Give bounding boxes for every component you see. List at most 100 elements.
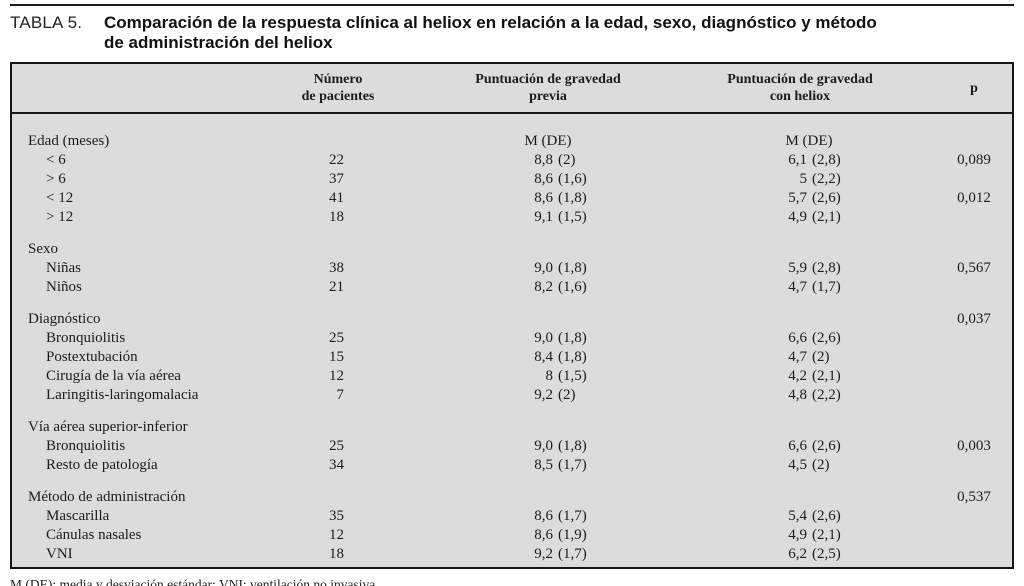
table-row: VNI 18 9,2 (1,7) 6,2 (2,5)	[12, 545, 1012, 564]
severity-score-cell: 8,6 (1,6)	[420, 171, 676, 188]
row-label: Niñas	[46, 260, 81, 276]
table-row: Niños 21 8,2 (1,6) 4,7 (1,7)	[12, 278, 1012, 297]
table-section-row: Método de administración 0,537	[12, 488, 1012, 507]
score-value: 5,9 (2,8)	[676, 260, 924, 277]
p-value: 0,089	[957, 152, 991, 168]
score-sd: (2)	[558, 387, 576, 403]
table-section-row: Diagnóstico 0,037	[12, 310, 1012, 329]
score-mean: 8,6	[534, 527, 553, 543]
p-value: 0,567	[957, 260, 991, 276]
score-value: 5,7 (2,6)	[676, 190, 924, 207]
row-label: Cánulas nasales	[46, 527, 142, 543]
table-number-label: TABLA 5.	[10, 13, 83, 32]
score-sd: (2,6)	[812, 508, 841, 524]
score-mean: 6,6	[788, 330, 807, 346]
p-value: 0,003	[957, 438, 991, 454]
num-patients-value: 41	[329, 190, 344, 206]
num-patients-value: 37	[329, 171, 344, 187]
score-mean: 5	[799, 171, 808, 187]
num-patients-value: 38	[329, 260, 344, 276]
table-row: Laringitis-laringomalacia 7 9,2 (2) 4,8 (2,2)	[12, 386, 1012, 405]
severity-score-cell: 4,5 (2)	[676, 457, 924, 474]
score-mean: 9,1	[534, 209, 553, 225]
table-row: Mascarilla 35 8,6 (1,7) 5,4 (2,6)	[12, 507, 1012, 526]
score-sd: (2)	[812, 457, 830, 473]
score-value: 8,6 (1,9)	[420, 527, 676, 544]
header-p-value: p	[970, 80, 978, 96]
score-value: 6,1 (2,8)	[676, 152, 924, 169]
score-sd: (1,8)	[558, 260, 587, 276]
score-value: 8,6 (1,7)	[420, 508, 676, 525]
score-mean: 9,2	[534, 546, 553, 562]
row-label: Bronquiolitis	[46, 438, 126, 454]
row-label: Niños	[46, 279, 82, 295]
num-patients-value: 12	[329, 527, 344, 543]
table-row: Bronquiolitis 25 9,0 (1,8) 6,6 (2,6)	[12, 329, 1012, 348]
score-header-mde: M (DE)	[524, 133, 572, 149]
header-severity-heliox: Puntuación de gravedad con heliox	[727, 72, 873, 104]
score-value: 9,2 (2)	[420, 387, 676, 404]
score-sd: (2,6)	[812, 438, 841, 454]
severity-score-cell: 6,2 (2,5)	[676, 546, 924, 563]
score-mean: 4,9	[788, 527, 807, 543]
row-label: Resto de patología	[46, 457, 158, 473]
severity-score-cell: M (DE)	[420, 133, 676, 150]
score-value: 6,6 (2,6)	[676, 438, 924, 455]
row-label: > 12	[46, 209, 74, 225]
score-sd: (2,5)	[812, 546, 841, 562]
p-value: 0,037	[957, 311, 991, 327]
severity-score-cell: 6,1 (2,8)	[676, 152, 924, 169]
score-value: 8,8 (2)	[420, 152, 676, 169]
row-label: < 6	[46, 152, 66, 168]
num-patients-value: 18	[329, 546, 344, 562]
score-sd: (2,6)	[812, 190, 841, 206]
severity-score-cell: 5,4 (2,6)	[676, 508, 924, 525]
score-mean: 9,0	[534, 330, 553, 346]
table-row: Resto de patología 34 8,5 (1,7) 4,5 (2)	[12, 456, 1012, 475]
score-mean: 5,7	[788, 190, 807, 206]
severity-score-cell: 4,7 (1,7)	[676, 279, 924, 296]
score-sd: (1,6)	[558, 171, 587, 187]
score-mean: 4,7	[788, 349, 807, 365]
score-sd: (1,7)	[558, 457, 587, 473]
score-sd: (1,7)	[558, 546, 587, 562]
score-value: 9,0 (1,8)	[420, 438, 676, 455]
table-row: Bronquiolitis 25 9,0 (1,8) 6,6 (2,6) 0,003	[12, 437, 1012, 456]
table-row: Niñas 38 9,0 (1,8) 5,9 (2,8) 0,567	[12, 259, 1012, 278]
row-label: Edad (meses)	[28, 133, 110, 149]
score-mean: 8,6	[534, 508, 553, 524]
table-row: > 12 18 9,1 (1,5) 4,9 (2,1)	[12, 208, 1012, 227]
score-sd: (1,8)	[558, 190, 587, 206]
num-patients-value: 25	[329, 330, 344, 346]
score-sd: (1,6)	[558, 279, 587, 295]
severity-score-cell: 4,9 (2,1)	[676, 527, 924, 544]
severity-score-cell: M (DE)	[676, 133, 924, 150]
num-patients-value: 25	[329, 438, 344, 454]
score-sd: (1,5)	[558, 368, 587, 384]
severity-score-cell: 8,2 (1,6)	[420, 279, 676, 296]
p-value: 0,537	[957, 489, 991, 505]
severity-score-cell: 8,5 (1,7)	[420, 457, 676, 474]
table-title-line1: Comparación de la respuesta clínica al h…	[104, 13, 877, 32]
score-value: 8,5 (1,7)	[420, 457, 676, 474]
row-label: Método de administración	[28, 489, 186, 505]
severity-score-cell: 9,0 (1,8)	[420, 438, 676, 455]
data-table: Número de pacientes Puntuación de graved…	[10, 62, 1014, 569]
score-value: 9,2 (1,7)	[420, 546, 676, 563]
score-value: 9,0 (1,8)	[420, 260, 676, 277]
severity-score-cell: 8,6 (1,9)	[420, 527, 676, 544]
num-patients-value: 18	[329, 209, 344, 225]
severity-score-cell: 9,0 (1,8)	[420, 330, 676, 347]
score-sd: (2,8)	[812, 260, 841, 276]
score-mean: 5,4	[788, 508, 807, 524]
score-mean: 8,2	[534, 279, 553, 295]
num-patients-value: 15	[329, 349, 344, 365]
score-value: 4,5 (2)	[676, 457, 924, 474]
score-mean: 8,5	[534, 457, 553, 473]
table-title-text: Comparación de la respuesta clínica al h…	[104, 13, 877, 53]
table-row: < 12 41 8,6 (1,8) 5,7 (2,6) 0,012	[12, 189, 1012, 208]
score-value: 4,8 (2,2)	[676, 387, 924, 404]
row-label: > 6	[46, 171, 66, 187]
table-row: > 6 37 8,6 (1,6) 5 (2,2)	[12, 170, 1012, 189]
